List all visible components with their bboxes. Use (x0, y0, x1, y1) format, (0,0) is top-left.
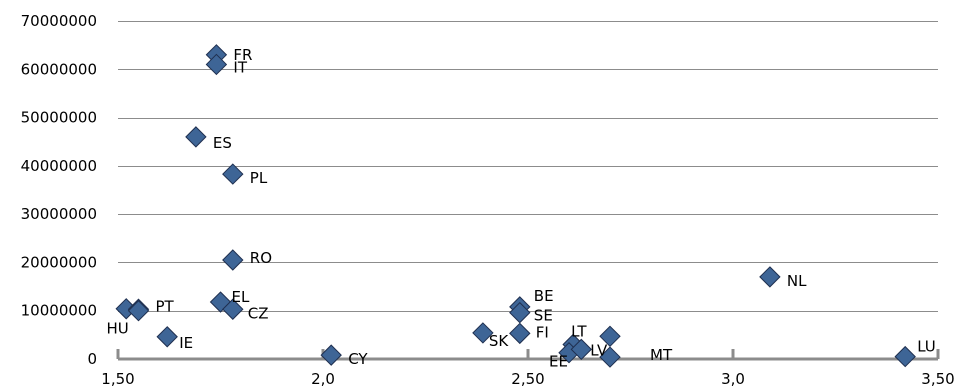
x-axis-tick-labels: 1,50 2,0 2,50 3,0 3,50 (101, 370, 954, 388)
x-tick-label: 3,50 (921, 370, 954, 388)
point-label: RO (250, 249, 272, 267)
gridlines (118, 21, 938, 312)
data-point (509, 322, 531, 345)
x-axis (116, 349, 940, 361)
y-axis-tick-labels: 0 10000000 20000000 30000000 40000000 5000000… (21, 12, 97, 368)
x-tick-label: 1,50 (101, 370, 134, 388)
point-label: LV (590, 341, 608, 359)
data-point (156, 326, 178, 348)
y-tick-label: 50000000 (21, 109, 97, 127)
point-label: FI (536, 323, 549, 341)
y-tick-label: 70000000 (21, 12, 97, 30)
data-point (222, 249, 244, 271)
data-point (599, 346, 621, 368)
point-label: SE (534, 307, 553, 325)
point-label: SK (489, 332, 510, 350)
data-points (115, 44, 916, 368)
x-tick-label: 2,50 (511, 370, 544, 388)
data-point (599, 325, 621, 348)
point-label: LU (917, 338, 936, 356)
point-label: PL (250, 169, 268, 187)
data-point (894, 345, 916, 368)
data-point (185, 126, 207, 148)
y-tick-label: 20000000 (21, 253, 97, 271)
data-point (509, 301, 531, 324)
y-tick-label: 0 (87, 350, 97, 368)
y-tick-label: 60000000 (21, 60, 97, 78)
point-label: HU (107, 320, 129, 338)
point-label: FR (233, 46, 252, 64)
point-label: CZ (248, 304, 269, 322)
point-label: LT (571, 323, 587, 341)
point-label: MT (650, 346, 673, 364)
point-label: NL (787, 272, 807, 290)
point-label: CY (348, 350, 368, 368)
data-point (205, 53, 228, 76)
x-tick-label: 3,0 (721, 370, 745, 388)
point-label: IE (179, 334, 193, 352)
data-point (222, 298, 244, 320)
point-label: EL (232, 288, 250, 306)
y-tick-label: 40000000 (21, 157, 97, 175)
data-point (570, 338, 593, 361)
point-label: PT (156, 297, 175, 315)
data-point (127, 300, 150, 322)
point-label: BE (534, 287, 554, 305)
point-label: EE (549, 353, 568, 371)
y-tick-label: 10000000 (21, 302, 97, 320)
data-point (472, 322, 494, 344)
point-label: IT (233, 58, 247, 76)
point-label: ES (213, 134, 232, 152)
data-point (320, 344, 342, 366)
data-point (222, 163, 244, 185)
x-tick-label: 2,0 (311, 370, 335, 388)
y-tick-label: 30000000 (21, 205, 97, 223)
data-point (759, 266, 781, 288)
